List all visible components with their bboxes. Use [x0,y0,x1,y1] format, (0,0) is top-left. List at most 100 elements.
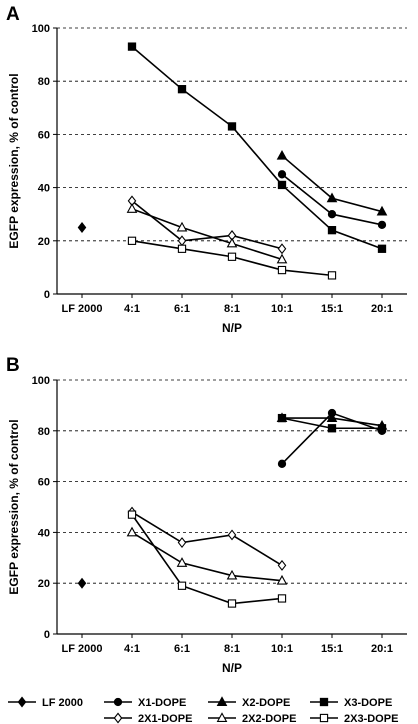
panel-a-series-line-2x2-dope [131,208,283,261]
panel-a-series-line-x2-dope [281,155,383,213]
panel-b-point-2x3-dope-6-1 [177,581,187,590]
panel-b-point-2x2-dope-6-1 [176,557,188,567]
panel-a-ytick-label-20: 20 [38,236,50,248]
legend-label-x1-dope: X1-DOPE [138,697,186,709]
panel-a-point-x3-dope-8-1 [227,122,237,131]
panel-a-y-axis-label: EGFP expression, % of control [7,73,21,248]
panel-b-ytick-label-40: 40 [38,527,50,539]
legend-marker-x3-dope [319,697,329,707]
panel-b-ytick-label-0: 0 [44,629,50,641]
panel-a-xtick-label-10-1: 10:1 [271,303,293,315]
legend-item-x2-dope: X2-DOPE [208,696,290,709]
legend-item-x1-dope: X1-DOPE [104,697,186,709]
panel-b-point-x1-dope-10-1 [277,459,287,468]
panel-a-point-lf-2000-lf-2000 [77,222,87,233]
panel-a-point-2x2-dope-6-1 [176,221,188,232]
panel-a-ytick-label-80: 80 [38,76,50,88]
panel-a-series-x2-dope [276,149,388,216]
panel-a-series-line-2x1-dope [131,200,283,250]
panel-b-point-2x3-dope-4-1 [127,510,137,519]
panel-a-point-x1-dope-15-1 [327,210,337,219]
panel-b-x-axis-label: N/P [222,661,242,675]
panel-a-xtick-label-6-1: 6:1 [174,303,190,315]
panel-b-xtick-label-20-1: 20:1 [371,643,393,655]
panel-b-point-2x3-dope-8-1 [227,599,237,608]
panel-a-point-x2-dope-20-1 [376,205,388,216]
legend-marker-2x1-dope [113,712,123,724]
panel-a-x-axis-label: N/P [222,321,242,335]
panel-b-point-2x3-dope-10-1 [277,594,287,603]
panel-a-series-x3-dope [127,42,387,253]
panel-a-xtick-label-20-1: 20:1 [371,303,393,315]
panel-a-point-x3-dope-20-1 [377,244,387,253]
panel-b-point-2x2-dope-4-1 [126,526,138,537]
panel-a-point-2x3-dope-8-1 [227,252,237,261]
panel-b-point-x3-dope-10-1 [277,413,287,423]
panel-b-xtick-label-8-1: 8:1 [224,643,240,655]
legend-label-lf-2000: LF 2000 [42,697,83,709]
panel-a-xtick-label-15-1: 15:1 [321,303,343,315]
panel-a-point-2x1-dope-10-1 [277,243,287,255]
panel-a-point-x3-dope-4-1 [127,42,137,51]
panel-a-ytick-label-0: 0 [44,289,50,301]
panel-a-xtick-label-8-1: 8:1 [224,303,240,315]
panel-b-point-lf-2000-lf-2000 [77,577,87,589]
legend-marker-x2-dope [216,696,228,706]
chart-panel-a: A 0 20 40 60 80 100 LF 2000 4:1 6:1 8:1 10:1 15:1 20:… [6,4,407,335]
legend-label-2x2-dope: 2X2-DOPE [242,713,296,724]
panel-a-point-x3-dope-10-1 [277,180,287,190]
legend-label-2x3-dope: 2X3-DOPE [344,713,398,724]
panel-a-point-2x3-dope-4-1 [127,236,137,245]
panel-b-ytick-label-60: 60 [38,477,50,489]
panel-b-point-2x2-dope-10-1 [276,574,288,585]
panel-b-point-2x1-dope-6-1 [177,537,187,549]
panel-a-series-line-x3-dope [131,46,383,250]
legend-marker-2x2-dope [216,712,228,722]
panel-a-point-x2-dope-10-1 [276,149,288,160]
panel-b-point-2x1-dope-8-1 [227,529,237,541]
panel-a-series-2x1-dope [127,195,287,255]
panel-b-y-axis-label: EGFP expression, % of control [7,419,21,594]
panel-b-point-x3-dope-20-1 [377,424,387,433]
panel-b-series-2x1-dope [127,506,287,571]
panel-b-xtick-label-10-1: 10:1 [271,643,293,655]
legend-item-x3-dope: X3-DOPE [310,697,392,709]
panel-a-point-2x2-dope-8-1 [226,237,238,248]
panel-a-point-2x3-dope-10-1 [277,265,287,275]
chart-legend: LF 2000 X1-DOPE X2-DOPE X3-DOPE 2X1-DOPE 2X2-… [8,696,398,724]
panel-a-point-2x2-dope-4-1 [126,203,138,213]
chart-panel-b: B 0 20 40 60 80 100 LF 2000 4:1 6:1 8:1 10:1 15:1 20:… [6,355,407,675]
panel-a-series-2x2-dope [126,203,288,264]
panel-b-ytick-label-20: 20 [38,578,50,590]
panel-b-xtick-label-4-1: 4:1 [124,643,140,655]
panel-b-series-line-2x3-dope [131,514,283,605]
panel-b-ytick-label-80: 80 [38,426,50,438]
panel-a-ytick-label-100: 100 [32,23,50,35]
panel-b-series-x3-dope [277,413,387,433]
panel-b-xtick-label-15-1: 15:1 [321,643,343,655]
panel-a-point-x1-dope-10-1 [277,170,287,179]
panel-a-letter: A [6,4,20,25]
panel-a-point-2x2-dope-10-1 [276,253,288,264]
panel-b-series-lf-2000 [77,577,87,589]
panel-a-point-2x1-dope-6-1 [177,235,187,247]
panel-a-point-x2-dope-15-1 [326,192,338,203]
legend-item-lf-2000: LF 2000 [8,696,83,709]
legend-marker-x1-dope [113,697,123,707]
panel-a-point-x3-dope-15-1 [327,226,337,235]
panel-b-xtick-label-6-1: 6:1 [174,643,190,655]
legend-label-x3-dope: X3-DOPE [344,697,392,709]
panel-a-series-x1-dope [277,170,387,229]
panel-a-ytick-label-40: 40 [38,183,50,195]
panel-b-xtick-label-lf-2000: LF 2000 [62,643,103,655]
panel-a-xtick-label-lf-2000: LF 2000 [62,303,103,315]
legend-label-x2-dope: X2-DOPE [242,697,290,709]
legend-item-2x2-dope: 2X2-DOPE [208,712,296,724]
panel-b-point-x3-dope-15-1 [327,424,337,433]
legend-marker-2x3-dope [319,713,329,723]
panel-a-series-2x3-dope [127,236,337,280]
panel-b-ytick-label-100: 100 [32,375,50,387]
panel-a-point-2x3-dope-15-1 [327,271,337,280]
panel-a-series-lf-2000 [77,222,87,233]
